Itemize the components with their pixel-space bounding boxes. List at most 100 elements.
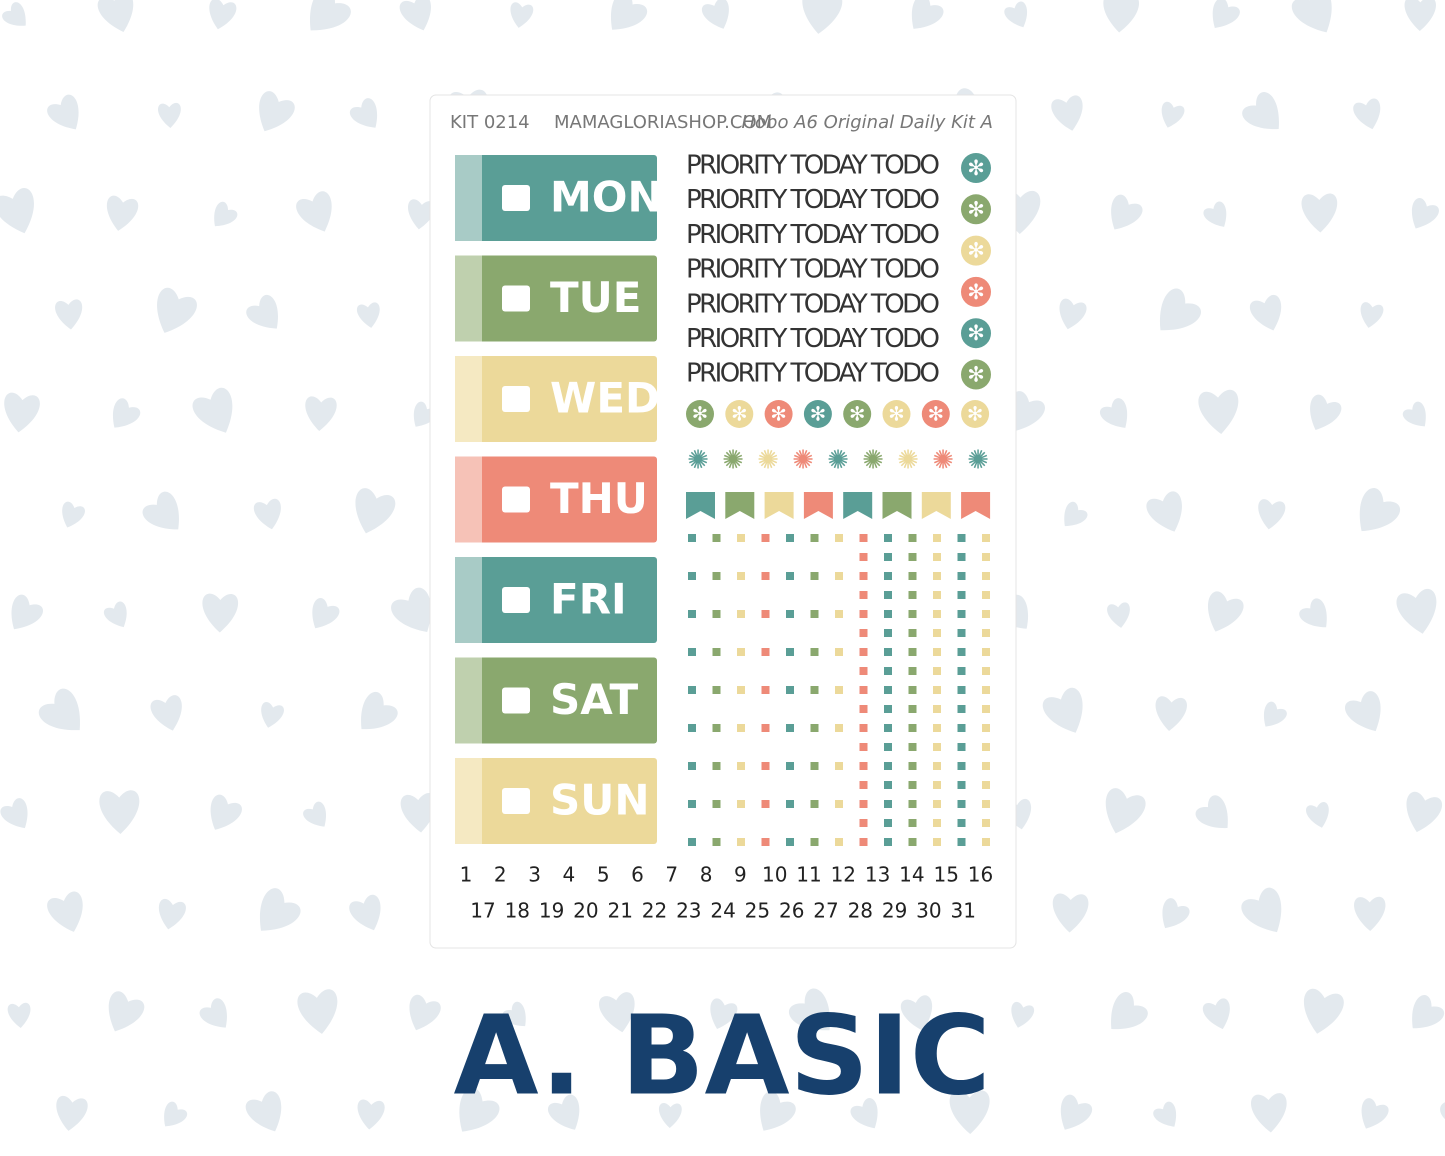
day-checkbox — [502, 587, 530, 613]
date-number: 28 — [848, 899, 873, 923]
dot — [957, 781, 966, 789]
heart — [1359, 487, 1400, 532]
dot — [982, 553, 990, 561]
dot — [859, 610, 868, 618]
dot — [761, 800, 770, 808]
heart — [108, 991, 145, 1032]
dot — [688, 724, 696, 732]
dot — [761, 572, 770, 580]
heart — [2, 2, 26, 26]
dot — [957, 819, 966, 827]
heart — [210, 794, 242, 830]
dot — [884, 819, 892, 827]
dot — [737, 648, 745, 656]
dot — [982, 572, 990, 580]
dot — [908, 762, 917, 770]
dot — [712, 572, 721, 580]
heart — [296, 191, 332, 232]
day-checkbox — [502, 185, 530, 211]
flower: ✺ — [827, 446, 849, 476]
dot — [884, 610, 892, 618]
dot — [688, 800, 696, 808]
heart — [259, 888, 301, 931]
dot — [933, 667, 941, 675]
heart — [408, 199, 436, 230]
date-number: 15 — [933, 863, 958, 887]
heart — [106, 195, 139, 231]
dot — [859, 572, 868, 580]
dot — [761, 762, 770, 770]
dot — [786, 534, 794, 542]
day-tab — [455, 456, 657, 543]
priority-label: PRIORITY TODAY TODO — [686, 185, 940, 215]
sticker-circle — [961, 359, 991, 390]
heart — [56, 1095, 88, 1131]
day-label: WED — [550, 374, 660, 423]
day-checkbox — [502, 285, 530, 312]
heart — [312, 598, 340, 629]
dot — [933, 705, 941, 713]
heart — [459, 1087, 500, 1132]
heart — [1103, 0, 1139, 33]
dot — [712, 800, 721, 808]
dot — [786, 610, 794, 618]
heart — [62, 501, 85, 528]
heart — [157, 287, 197, 333]
dot — [957, 629, 966, 637]
heart — [192, 387, 233, 433]
date-number: 10 — [762, 863, 787, 887]
dot — [810, 648, 819, 656]
day-checkbox — [502, 788, 530, 814]
heart — [1105, 788, 1146, 834]
date-number: 9 — [734, 863, 747, 887]
day-checkbox — [502, 386, 530, 412]
day-label: SAT — [550, 675, 638, 724]
dot — [761, 534, 770, 542]
flag — [764, 492, 794, 519]
heart — [1198, 389, 1239, 434]
dot — [712, 724, 721, 732]
heart — [11, 594, 43, 630]
dot — [786, 800, 794, 808]
heart — [610, 0, 648, 30]
sticker-circle — [921, 400, 950, 428]
dot — [908, 610, 917, 618]
heart — [1353, 98, 1381, 130]
dot — [884, 724, 892, 732]
dot — [957, 705, 966, 713]
dot — [933, 648, 941, 656]
dot — [982, 724, 990, 732]
priority-label: PRIORITY TODAY TODO — [686, 324, 940, 354]
priority-label: PRIORITY TODAY TODO — [686, 289, 940, 319]
heart — [1412, 995, 1445, 1029]
flower: ✺ — [687, 446, 709, 476]
dot — [957, 686, 966, 694]
asterisk: ✻ — [810, 403, 826, 426]
heart — [1242, 91, 1279, 129]
heart — [297, 989, 338, 1034]
dot — [982, 762, 990, 770]
heart — [710, 998, 738, 1030]
day-tab — [455, 758, 657, 844]
dot — [908, 572, 917, 580]
dot — [933, 553, 941, 561]
heart — [1202, 998, 1230, 1030]
dot — [859, 838, 868, 846]
dot — [933, 610, 941, 618]
dot — [933, 686, 941, 694]
flower: ✺ — [757, 446, 779, 476]
dot — [982, 648, 990, 656]
heart — [47, 891, 83, 932]
heart — [1258, 499, 1286, 530]
dot — [884, 838, 892, 846]
date-number: 27 — [813, 899, 838, 923]
date-number: 2 — [494, 863, 507, 887]
dot — [810, 838, 819, 846]
heart — [55, 299, 83, 330]
day-tab-edge — [455, 557, 482, 643]
dot — [957, 553, 966, 561]
dot — [982, 534, 990, 542]
dot — [786, 572, 794, 580]
dot — [737, 762, 745, 770]
